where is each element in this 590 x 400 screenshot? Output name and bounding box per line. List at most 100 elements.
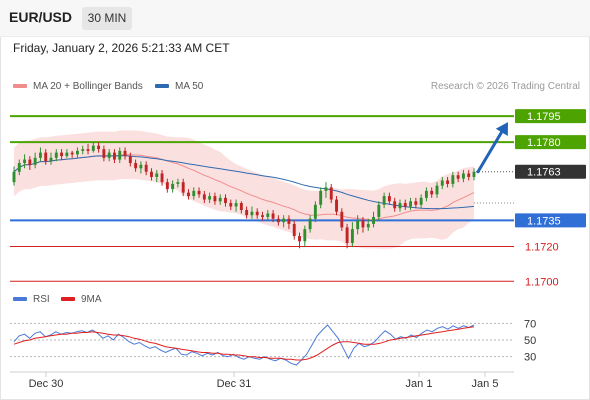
- candle-body: [329, 187, 333, 200]
- symbol-title: EUR/USD: [9, 9, 73, 25]
- candle: [44, 149, 48, 165]
- candle-body: [276, 218, 280, 223]
- candle-body: [377, 204, 381, 217]
- candle: [387, 192, 391, 205]
- candle-body: [414, 201, 418, 205]
- candle-body: [128, 156, 132, 164]
- candle: [60, 149, 64, 160]
- candle: [255, 208, 259, 219]
- candle: [213, 192, 217, 205]
- candle: [361, 216, 365, 233]
- level-badge-1.1780: [515, 135, 586, 150]
- candle-body: [202, 194, 206, 200]
- candle: [197, 187, 201, 198]
- candle-body: [155, 173, 159, 177]
- timeframe-button[interactable]: 30 MIN: [82, 7, 132, 30]
- candle-body: [430, 190, 434, 195]
- candle-body: [345, 227, 349, 244]
- legend-ma50-swatch: [155, 84, 169, 89]
- candle-body: [387, 196, 391, 202]
- candle: [208, 192, 212, 204]
- candle: [424, 187, 428, 202]
- candle: [224, 194, 227, 207]
- candle: [181, 178, 185, 197]
- legend-rsi: RSI: [13, 294, 50, 305]
- candle: [461, 170, 465, 183]
- candle: [287, 215, 291, 230]
- candle-body: [350, 229, 354, 244]
- rsi-layer: 70 50 30: [10, 318, 536, 366]
- candle: [75, 147, 79, 158]
- candle-body: [224, 197, 227, 204]
- candle: [202, 190, 206, 204]
- level-label-1.1700: 1.1700: [525, 276, 559, 288]
- candle-body: [118, 150, 122, 160]
- candle: [192, 187, 196, 200]
- candle-body: [393, 201, 397, 209]
- candle: [171, 180, 175, 193]
- candle: [165, 178, 169, 193]
- candle-body: [461, 173, 465, 179]
- candle: [17, 159, 21, 176]
- research-credit: Research © 2026 Trading Central: [430, 81, 580, 92]
- candle-body: [239, 203, 243, 210]
- candle-body: [75, 150, 79, 155]
- candle-body: [33, 157, 37, 165]
- candle-body: [313, 204, 317, 219]
- ma50-line: [13, 155, 475, 210]
- candle: [329, 183, 333, 204]
- candle-body: [255, 211, 259, 216]
- candle: [403, 199, 407, 210]
- candle: [398, 199, 402, 212]
- header-bar: EUR/USD 30 MIN: [0, 0, 590, 37]
- candle-body: [44, 152, 48, 162]
- candle-body: [467, 173, 471, 177]
- rsi-tick-30: 30: [524, 352, 536, 364]
- candle-body: [197, 190, 201, 195]
- candle: [324, 182, 328, 198]
- candle-body: [12, 171, 16, 183]
- candle: [308, 215, 312, 233]
- candle-body: [144, 164, 148, 172]
- candle: [12, 166, 16, 186]
- candle: [298, 232, 301, 249]
- candle-body: [356, 220, 360, 230]
- legend-ma50: MA 50: [155, 81, 203, 92]
- candle: [456, 171, 460, 183]
- x-tick-label: Dec 31: [217, 378, 252, 390]
- candle-body: [424, 190, 428, 198]
- candle: [91, 142, 95, 153]
- candle-body: [165, 182, 169, 190]
- candle-body: [229, 203, 233, 207]
- candle: [65, 149, 69, 158]
- candle: [102, 145, 106, 162]
- candle: [419, 194, 423, 209]
- candle: [134, 159, 138, 172]
- rsi-tick-50: 50: [524, 335, 536, 347]
- candle-body: [292, 223, 296, 237]
- candle: [250, 206, 254, 219]
- x-tick-label: Dec 30: [29, 378, 64, 390]
- candle: [23, 154, 27, 169]
- legend-9ma-swatch: [61, 297, 75, 302]
- candles-layer: [12, 142, 476, 249]
- candle: [467, 170, 471, 181]
- candle: [472, 168, 476, 181]
- candle-body: [271, 213, 275, 219]
- candle: [107, 149, 111, 162]
- candle: [176, 178, 180, 188]
- candle-body: [113, 152, 116, 160]
- candle: [33, 152, 37, 169]
- level-label-1.1780: 1.1780: [527, 137, 561, 149]
- candle: [81, 145, 85, 155]
- candle-body: [234, 203, 238, 207]
- candle-body: [472, 171, 476, 177]
- candle: [366, 218, 370, 231]
- candle-body: [366, 223, 370, 228]
- candle: [382, 192, 386, 209]
- candle: [372, 211, 375, 228]
- x-axis-layer: Dec 30 Dec 31 Jan 1 Jan 5: [10, 371, 514, 390]
- candle: [303, 225, 307, 247]
- candle-body: [91, 145, 95, 151]
- candle-body: [446, 180, 450, 184]
